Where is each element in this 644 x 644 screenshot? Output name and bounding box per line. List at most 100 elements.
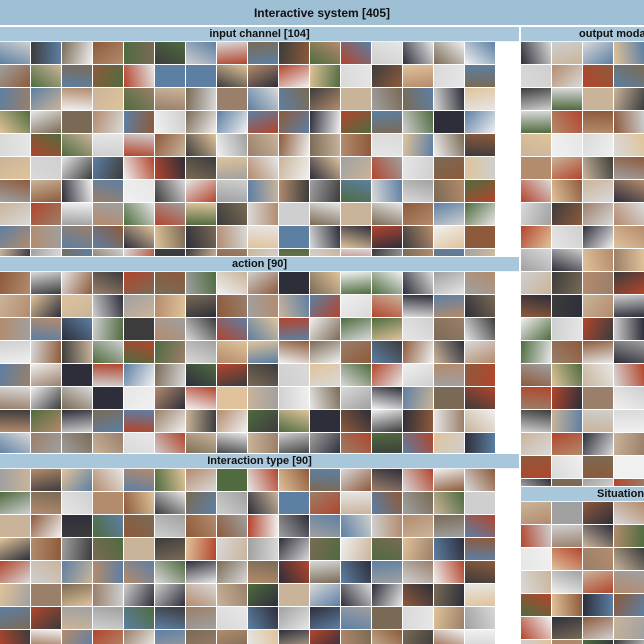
thumbnail-image[interactable] (372, 433, 402, 453)
thumbnail-image[interactable] (310, 249, 340, 256)
thumbnail-image[interactable] (583, 617, 613, 639)
thumbnail-image[interactable] (341, 492, 371, 514)
thumbnail-image[interactable] (279, 433, 309, 453)
thumbnail-image[interactable] (155, 249, 185, 256)
thumbnail-image[interactable] (155, 561, 185, 583)
thumbnail-image[interactable] (310, 538, 340, 560)
thumbnail-image[interactable] (583, 525, 613, 547)
thumbnail-image[interactable] (62, 203, 92, 225)
thumbnail-image[interactable] (93, 88, 123, 110)
thumbnail-image[interactable] (552, 249, 582, 271)
thumbnail-image[interactable] (521, 364, 551, 386)
thumbnail-image[interactable] (93, 607, 123, 629)
thumbnail-image[interactable] (0, 226, 30, 248)
thumbnail-image[interactable] (434, 410, 464, 432)
thumbnail-image[interactable] (614, 134, 644, 156)
thumbnail-image[interactable] (372, 364, 402, 386)
thumbnail-image[interactable] (186, 387, 216, 409)
thumbnail-image[interactable] (465, 387, 495, 409)
thumbnail-image[interactable] (341, 607, 371, 629)
thumbnail-image[interactable] (521, 318, 551, 340)
thumbnail-image[interactable] (583, 502, 613, 524)
thumbnail-image[interactable] (0, 515, 30, 537)
thumbnail-image[interactable] (341, 387, 371, 409)
thumbnail-image[interactable] (248, 203, 278, 225)
thumbnail-image[interactable] (248, 538, 278, 560)
thumbnail-image[interactable] (217, 318, 247, 340)
thumbnail-image[interactable] (0, 538, 30, 560)
thumbnail-image[interactable] (583, 479, 613, 486)
thumbnail-image[interactable] (217, 410, 247, 432)
thumbnail-image[interactable] (465, 561, 495, 583)
thumbnail-image[interactable] (0, 492, 30, 514)
thumbnail-image[interactable] (279, 387, 309, 409)
thumbnail-image[interactable] (465, 630, 495, 644)
thumbnail-image[interactable] (279, 295, 309, 317)
thumbnail-image[interactable] (465, 515, 495, 537)
thumbnail-image[interactable] (31, 157, 61, 179)
thumbnail-image[interactable] (93, 630, 123, 644)
thumbnail-image[interactable] (62, 538, 92, 560)
thumbnail-image[interactable] (521, 410, 551, 432)
thumbnail-image[interactable] (248, 561, 278, 583)
thumbnail-image[interactable] (124, 318, 154, 340)
thumbnail-image[interactable] (465, 584, 495, 606)
thumbnail-image[interactable] (248, 180, 278, 202)
thumbnail-image[interactable] (521, 341, 551, 363)
thumbnail-image[interactable] (217, 630, 247, 644)
thumbnail-image[interactable] (186, 538, 216, 560)
thumbnail-image[interactable] (403, 410, 433, 432)
thumbnail-image[interactable] (93, 584, 123, 606)
thumbnail-image[interactable] (62, 88, 92, 110)
thumbnail-image[interactable] (279, 134, 309, 156)
thumbnail-image[interactable] (0, 157, 30, 179)
thumbnail-image[interactable] (31, 249, 61, 256)
thumbnail-image[interactable] (155, 134, 185, 156)
thumbnail-image[interactable] (552, 42, 582, 64)
thumbnail-image[interactable] (465, 341, 495, 363)
thumbnail-image[interactable] (124, 469, 154, 491)
thumbnail-image[interactable] (372, 226, 402, 248)
thumbnail-image[interactable] (403, 203, 433, 225)
thumbnail-image[interactable] (583, 111, 613, 133)
thumbnail-image[interactable] (124, 111, 154, 133)
thumbnail-image[interactable] (93, 492, 123, 514)
thumbnail-image[interactable] (248, 387, 278, 409)
thumbnail-image[interactable] (434, 433, 464, 453)
thumbnail-image[interactable] (434, 180, 464, 202)
thumbnail-image[interactable] (521, 226, 551, 248)
thumbnail-image[interactable] (434, 157, 464, 179)
thumbnail-image[interactable] (186, 410, 216, 432)
thumbnail-image[interactable] (614, 42, 644, 64)
thumbnail-image[interactable] (31, 607, 61, 629)
thumbnail-image[interactable] (552, 318, 582, 340)
thumbnail-image[interactable] (310, 492, 340, 514)
thumbnail-image[interactable] (279, 607, 309, 629)
thumbnail-image[interactable] (279, 364, 309, 386)
thumbnail-image[interactable] (552, 571, 582, 593)
thumbnail-image[interactable] (552, 502, 582, 524)
thumbnail-image[interactable] (62, 561, 92, 583)
thumbnail-image[interactable] (31, 65, 61, 87)
thumbnail-image[interactable] (372, 607, 402, 629)
thumbnail-image[interactable] (31, 630, 61, 644)
thumbnail-image[interactable] (217, 65, 247, 87)
thumbnail-image[interactable] (403, 42, 433, 64)
thumbnail-image[interactable] (186, 584, 216, 606)
thumbnail-image[interactable] (310, 387, 340, 409)
thumbnail-image[interactable] (124, 341, 154, 363)
thumbnail-image[interactable] (583, 433, 613, 455)
thumbnail-image[interactable] (62, 180, 92, 202)
thumbnail-image[interactable] (186, 469, 216, 491)
thumbnail-image[interactable] (124, 433, 154, 453)
thumbnail-image[interactable] (552, 134, 582, 156)
thumbnail-image[interactable] (310, 295, 340, 317)
thumbnail-image[interactable] (341, 111, 371, 133)
thumbnail-image[interactable] (31, 469, 61, 491)
thumbnail-image[interactable] (93, 180, 123, 202)
thumbnail-image[interactable] (341, 538, 371, 560)
thumbnail-image[interactable] (248, 42, 278, 64)
thumbnail-image[interactable] (465, 272, 495, 294)
thumbnail-image[interactable] (341, 364, 371, 386)
thumbnail-image[interactable] (310, 180, 340, 202)
